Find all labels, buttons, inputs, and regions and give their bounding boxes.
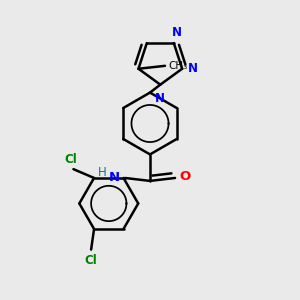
Text: N: N	[109, 172, 120, 184]
Text: H: H	[98, 166, 107, 179]
Text: CH₃: CH₃	[168, 61, 187, 71]
Text: Cl: Cl	[64, 153, 77, 166]
Text: N: N	[188, 62, 198, 75]
Text: Cl: Cl	[85, 254, 98, 267]
Text: N: N	[172, 26, 182, 39]
Text: N: N	[155, 92, 165, 105]
Text: O: O	[179, 170, 191, 183]
